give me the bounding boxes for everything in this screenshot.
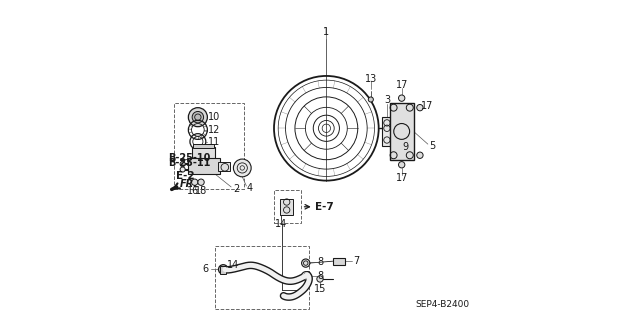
Text: 3: 3 [384, 95, 390, 105]
Bar [174, 103, 244, 188]
Text: 17: 17 [396, 80, 408, 91]
Circle shape [399, 162, 405, 168]
Text: 10: 10 [209, 112, 221, 122]
Circle shape [198, 179, 204, 185]
Text: 6: 6 [202, 264, 209, 275]
Bar [280, 199, 293, 215]
Text: 16: 16 [188, 186, 200, 196]
Text: 14: 14 [275, 219, 287, 229]
Circle shape [188, 108, 207, 127]
Bar [220, 266, 226, 274]
Text: 18: 18 [195, 186, 207, 196]
Text: B-25-11: B-25-11 [168, 158, 211, 168]
Circle shape [180, 162, 185, 167]
Bar [215, 246, 309, 309]
Text: 9: 9 [403, 142, 408, 152]
Text: 4: 4 [246, 183, 253, 193]
Circle shape [192, 111, 204, 123]
Bar [390, 103, 413, 160]
Text: E-7: E-7 [315, 202, 333, 212]
Bar [191, 147, 215, 160]
Text: SEP4-B2400: SEP4-B2400 [415, 300, 469, 309]
Circle shape [317, 276, 323, 282]
Bar [188, 158, 220, 174]
Text: 5: 5 [429, 141, 435, 151]
Text: 13: 13 [365, 74, 377, 84]
Circle shape [368, 97, 373, 102]
Text: 17: 17 [396, 173, 408, 183]
Circle shape [417, 105, 423, 111]
Circle shape [301, 272, 310, 280]
Circle shape [180, 167, 185, 172]
Circle shape [417, 152, 423, 158]
Text: 15: 15 [314, 284, 326, 294]
Text: 1: 1 [323, 27, 330, 36]
Circle shape [234, 159, 251, 177]
Text: 2: 2 [233, 184, 239, 194]
Bar [274, 190, 301, 223]
Bar [193, 143, 214, 148]
Text: E-2: E-2 [175, 171, 195, 181]
Text: B-25-10: B-25-10 [168, 153, 211, 164]
Text: FR.: FR. [180, 179, 198, 189]
Text: 17: 17 [421, 101, 433, 111]
Circle shape [301, 259, 310, 267]
Text: 7: 7 [353, 256, 360, 266]
Text: 14: 14 [227, 260, 239, 270]
Text: 8: 8 [318, 257, 324, 267]
Bar [382, 117, 392, 146]
Text: 8: 8 [318, 271, 324, 281]
Bar [218, 162, 230, 171]
Bar [333, 258, 346, 265]
Circle shape [399, 95, 405, 101]
Circle shape [191, 179, 198, 185]
Circle shape [218, 265, 228, 274]
Text: 11: 11 [209, 137, 221, 147]
Text: 12: 12 [209, 125, 221, 135]
